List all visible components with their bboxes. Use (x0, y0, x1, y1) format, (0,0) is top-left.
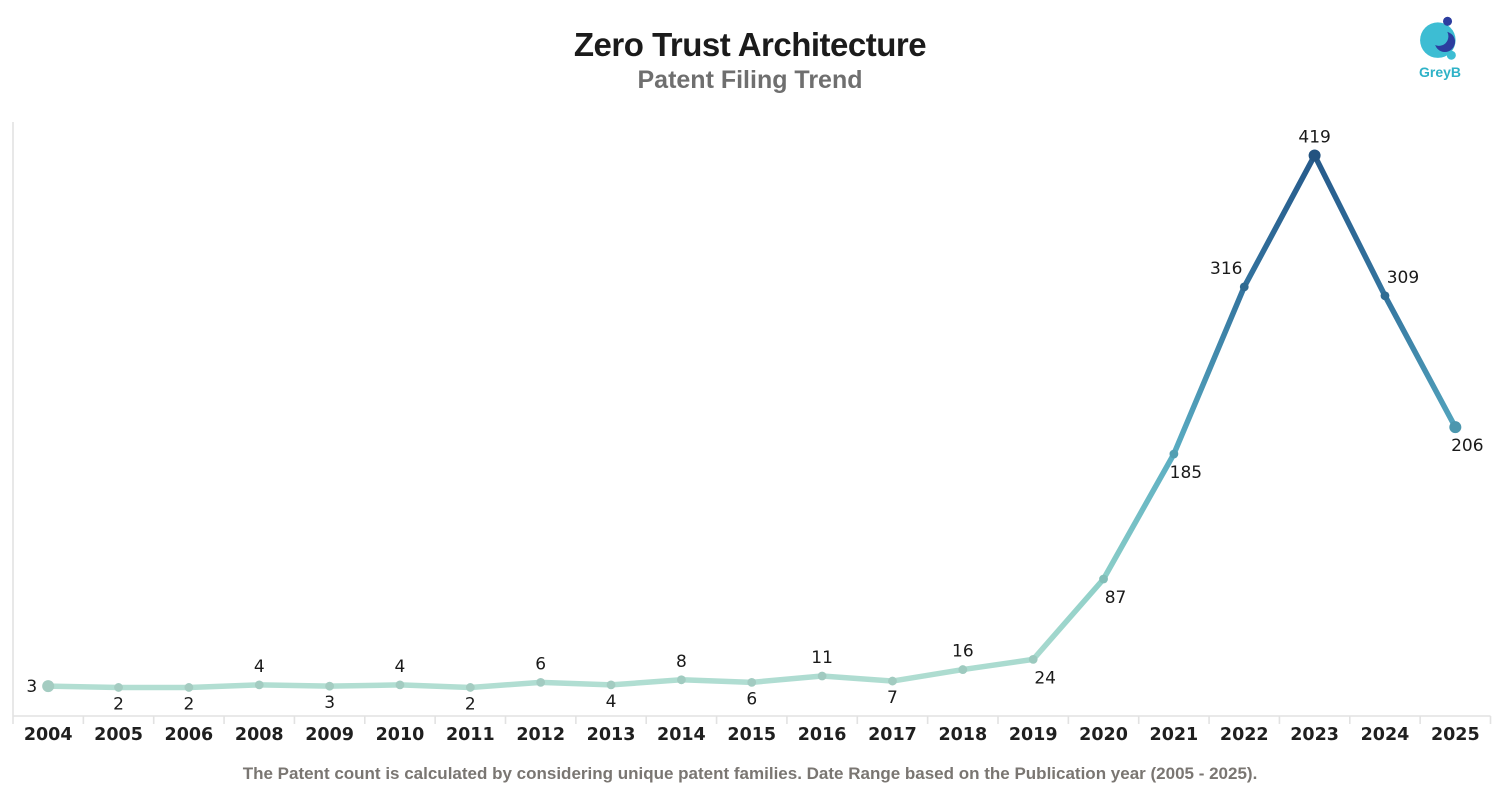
x-axis-label: 2013 (587, 725, 636, 745)
x-axis-label: 2017 (868, 725, 917, 745)
x-axis-label: 2004 (24, 725, 73, 745)
data-point-marker (42, 680, 55, 693)
trend-line-segment (819, 673, 896, 684)
trend-line-segment (1171, 284, 1247, 457)
trend-line-segment (1030, 576, 1107, 663)
trend-line-segment (467, 679, 544, 691)
x-axis-label: 2025 (1431, 725, 1480, 745)
data-point-label: 4 (606, 692, 617, 712)
data-point-marker (747, 677, 757, 687)
data-point-marker (114, 683, 123, 692)
data-point-marker (1028, 654, 1038, 664)
data-point-label: 2 (183, 694, 194, 714)
data-point-marker (606, 680, 616, 690)
data-point-label: 4 (254, 657, 265, 677)
x-axis-label: 2018 (938, 725, 987, 745)
data-point-label: 316 (1210, 259, 1242, 279)
data-point-marker (1169, 449, 1179, 459)
x-axis-label: 2011 (446, 725, 495, 745)
x-axis-label: 2022 (1220, 725, 1269, 745)
trend-line-segment (608, 677, 685, 688)
x-axis-label: 2021 (1150, 725, 1199, 745)
x-axis-label: 2015 (727, 725, 776, 745)
x-axis-label: 2010 (376, 725, 425, 745)
data-point-marker (395, 680, 405, 690)
data-point-label: 6 (746, 689, 757, 709)
data-point-label: 3 (324, 693, 335, 713)
data-point-marker (676, 675, 686, 685)
trend-line-segment (749, 673, 825, 686)
trend-line-segment (1100, 451, 1177, 582)
x-axis-label: 2006 (165, 725, 214, 745)
x-axis-label: 2005 (94, 725, 143, 745)
trend-line-segment (537, 679, 614, 688)
trend-line-segment (1241, 152, 1318, 290)
footer-note: The Patent count is calculated by consid… (242, 764, 1258, 783)
data-point-marker (1449, 421, 1462, 434)
x-axis-label: 2019 (1009, 725, 1058, 745)
trend-line-segment (45, 683, 122, 691)
x-axis-label: 2012 (516, 725, 565, 745)
data-point-label: 2 (465, 694, 476, 714)
data-point-marker (184, 683, 194, 692)
trend-line-segment (186, 682, 262, 691)
data-point-label: 24 (1034, 668, 1056, 688)
chart-header: Zero Trust Architecture Patent Filing Tr… (0, 0, 1500, 95)
trend-line-segment (960, 656, 1036, 673)
data-point-marker (325, 681, 335, 691)
data-point-label: 16 (952, 642, 974, 662)
greyb-logo-icon (1420, 16, 1456, 60)
data-point-label: 309 (1387, 268, 1419, 288)
data-point-label: 7 (887, 688, 898, 708)
data-point-label: 3 (26, 677, 37, 697)
data-point-marker (1380, 291, 1390, 301)
data-point-label: 87 (1105, 588, 1127, 608)
trend-line-segment (397, 682, 474, 691)
data-point-marker (958, 665, 968, 674)
data-point-marker (817, 671, 827, 681)
trend-line-segment (889, 666, 966, 684)
trend-line-segment (326, 682, 403, 689)
data-point-label: 6 (535, 654, 546, 674)
x-axis-label: 2016 (798, 725, 847, 745)
chart-title: Zero Trust Architecture (573, 26, 927, 63)
x-axis-label: 2024 (1361, 725, 1410, 745)
data-point-marker (1239, 282, 1249, 292)
x-axis-label: 2008 (235, 725, 284, 745)
x-axis-label: 2023 (1290, 725, 1339, 745)
data-point-marker (1099, 574, 1108, 584)
data-point-label: 8 (676, 652, 687, 672)
data-point-marker (254, 680, 264, 690)
trend-line-segment (678, 677, 755, 686)
data-point-label: 2 (113, 694, 124, 714)
greyb-logo-label: GreyB (1418, 64, 1462, 80)
trend-line-segment (256, 682, 333, 689)
data-point-marker (888, 676, 897, 686)
x-axis-label: 2009 (305, 725, 354, 745)
data-point-label: 206 (1451, 436, 1483, 456)
data-point-marker (536, 677, 546, 687)
data-point-label: 419 (1298, 127, 1330, 147)
data-point-marker (1308, 149, 1321, 162)
data-point-marker (465, 683, 475, 692)
data-point-label: 185 (1170, 463, 1202, 483)
data-point-label: 11 (811, 648, 833, 668)
data-point-label: 4 (395, 657, 406, 677)
greyb-logo: GreyB (1412, 12, 1468, 80)
chart-subtitle: Patent Filing Trend (637, 66, 863, 94)
trend-line-segment (1311, 152, 1388, 299)
x-axis-label: 2014 (657, 725, 706, 745)
x-axis-label: 2020 (1079, 725, 1128, 745)
trend-line-segment (1382, 293, 1459, 430)
